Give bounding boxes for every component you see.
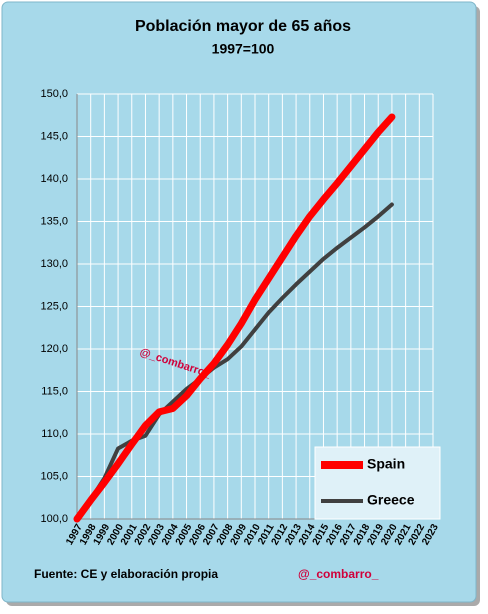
legend-label: Greece [367,492,415,508]
legend-box [314,446,441,520]
chart-subtitle: 1997=100 [212,41,275,57]
y-tick-label: 145,0 [40,130,68,142]
y-tick-label: 110,0 [41,428,68,440]
y-tick-label: 125,0 [40,300,68,312]
legend-label: Spain [367,456,405,472]
chart-title: Población mayor de 65 años [135,18,351,35]
y-tick-label: 115,0 [41,385,68,397]
y-tick-label: 140,0 [40,173,68,185]
y-tick-label: 130,0 [40,258,68,270]
y-tick-label: 105,0 [40,470,68,482]
y-tick-label: 135,0 [40,215,68,227]
y-tick-label: 120,0 [40,343,68,355]
credit: @_combarro_ [298,567,379,581]
y-tick-label: 150,0 [40,88,68,100]
series-line [73,113,396,523]
source: Fuente: CE y elaboración propia [34,567,218,581]
y-tick-label: 100,0 [40,513,68,525]
